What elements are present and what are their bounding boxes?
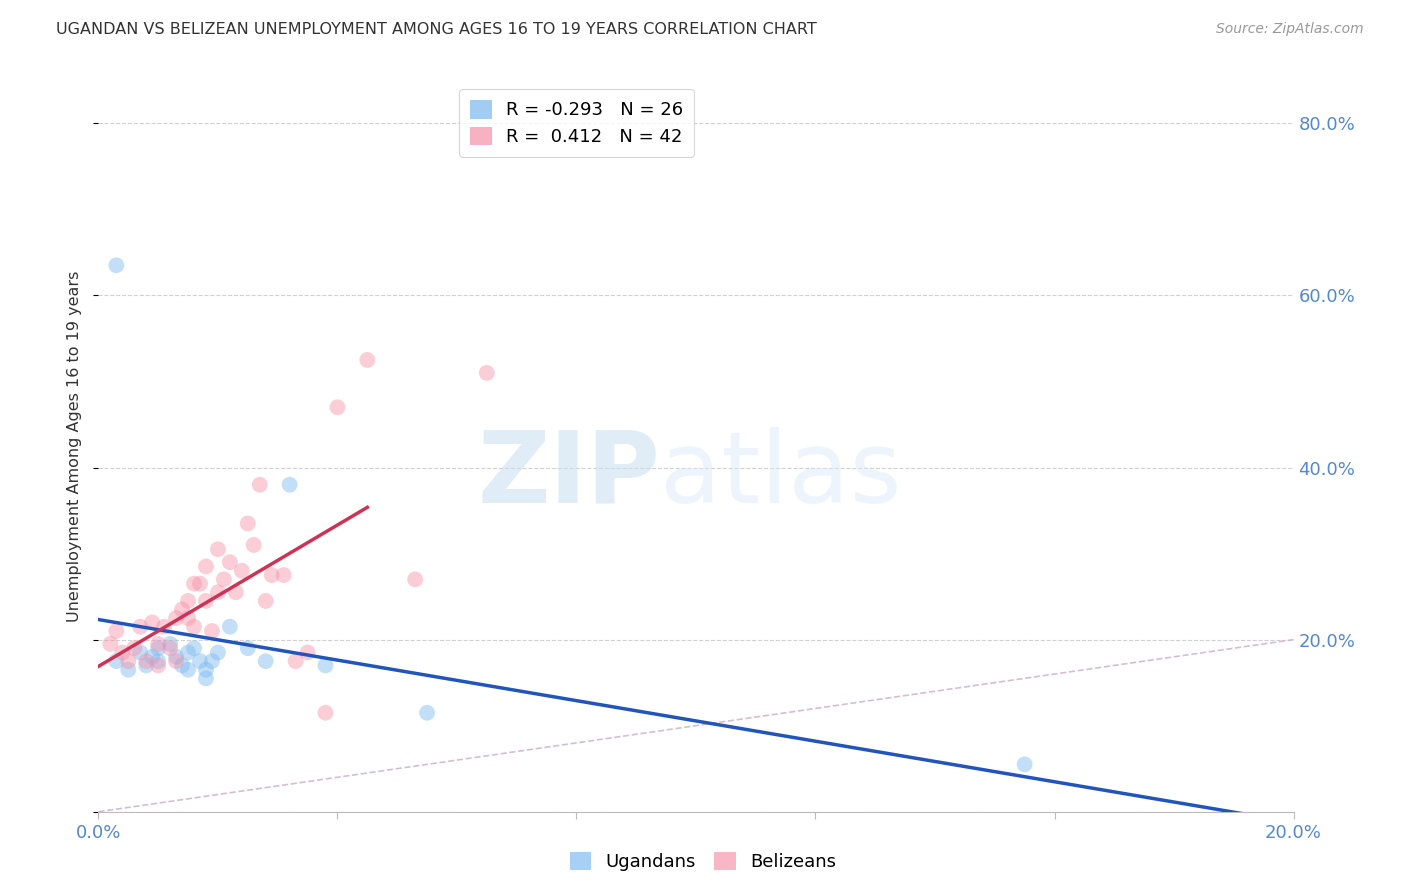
Point — [219, 620, 242, 634]
Point — [195, 594, 218, 608]
Point — [207, 646, 229, 660]
Legend: R = -0.293   N = 26, R =  0.412   N = 42: R = -0.293 N = 26, R = 0.412 N = 42 — [458, 89, 695, 157]
Point — [183, 641, 205, 656]
Point — [153, 620, 176, 634]
Point — [207, 542, 229, 557]
Point — [183, 620, 205, 634]
Point — [148, 637, 170, 651]
Point — [404, 573, 426, 587]
Point — [195, 671, 218, 685]
Point — [219, 555, 242, 569]
Point — [236, 516, 259, 531]
Point — [212, 573, 235, 587]
Point — [177, 646, 200, 660]
Point — [356, 353, 378, 368]
Point — [243, 538, 266, 552]
Point — [177, 594, 200, 608]
Point — [195, 559, 218, 574]
Point — [124, 641, 146, 656]
Point — [254, 594, 277, 608]
Point — [141, 649, 163, 664]
Point — [1014, 757, 1036, 772]
Point — [236, 641, 259, 656]
Point — [326, 401, 349, 415]
Point — [188, 576, 211, 591]
Point — [177, 611, 200, 625]
Point — [135, 654, 157, 668]
Point — [315, 706, 337, 720]
Point — [129, 620, 152, 634]
Point — [165, 611, 187, 625]
Point — [297, 646, 319, 660]
Legend: Ugandans, Belizeans: Ugandans, Belizeans — [562, 845, 844, 879]
Point — [201, 624, 224, 638]
Point — [148, 641, 170, 656]
Point — [177, 663, 200, 677]
Point — [172, 658, 194, 673]
Point — [129, 646, 152, 660]
Point — [141, 615, 163, 630]
Point — [315, 658, 337, 673]
Text: Source: ZipAtlas.com: Source: ZipAtlas.com — [1216, 22, 1364, 37]
Point — [148, 654, 170, 668]
Point — [475, 366, 498, 380]
Point — [148, 658, 170, 673]
Point — [416, 706, 439, 720]
Point — [284, 654, 307, 668]
Point — [159, 637, 181, 651]
Point — [165, 649, 187, 664]
Point — [207, 585, 229, 599]
Point — [201, 654, 224, 668]
Point — [183, 576, 205, 591]
Point — [117, 654, 139, 668]
Point — [278, 477, 301, 491]
Point — [172, 602, 194, 616]
Point — [195, 663, 218, 677]
Point — [100, 637, 122, 651]
Point — [249, 477, 271, 491]
Text: atlas: atlas — [661, 426, 901, 524]
Point — [260, 568, 283, 582]
Point — [231, 564, 253, 578]
Point — [188, 654, 211, 668]
Point — [165, 654, 187, 668]
Y-axis label: Unemployment Among Ages 16 to 19 years: Unemployment Among Ages 16 to 19 years — [67, 270, 83, 622]
Point — [254, 654, 277, 668]
Point — [111, 646, 134, 660]
Point — [105, 654, 128, 668]
Point — [105, 258, 128, 272]
Text: ZIP: ZIP — [477, 426, 661, 524]
Text: UGANDAN VS BELIZEAN UNEMPLOYMENT AMONG AGES 16 TO 19 YEARS CORRELATION CHART: UGANDAN VS BELIZEAN UNEMPLOYMENT AMONG A… — [56, 22, 817, 37]
Point — [225, 585, 247, 599]
Point — [105, 624, 128, 638]
Point — [159, 641, 181, 656]
Point — [117, 663, 139, 677]
Point — [135, 658, 157, 673]
Point — [273, 568, 295, 582]
